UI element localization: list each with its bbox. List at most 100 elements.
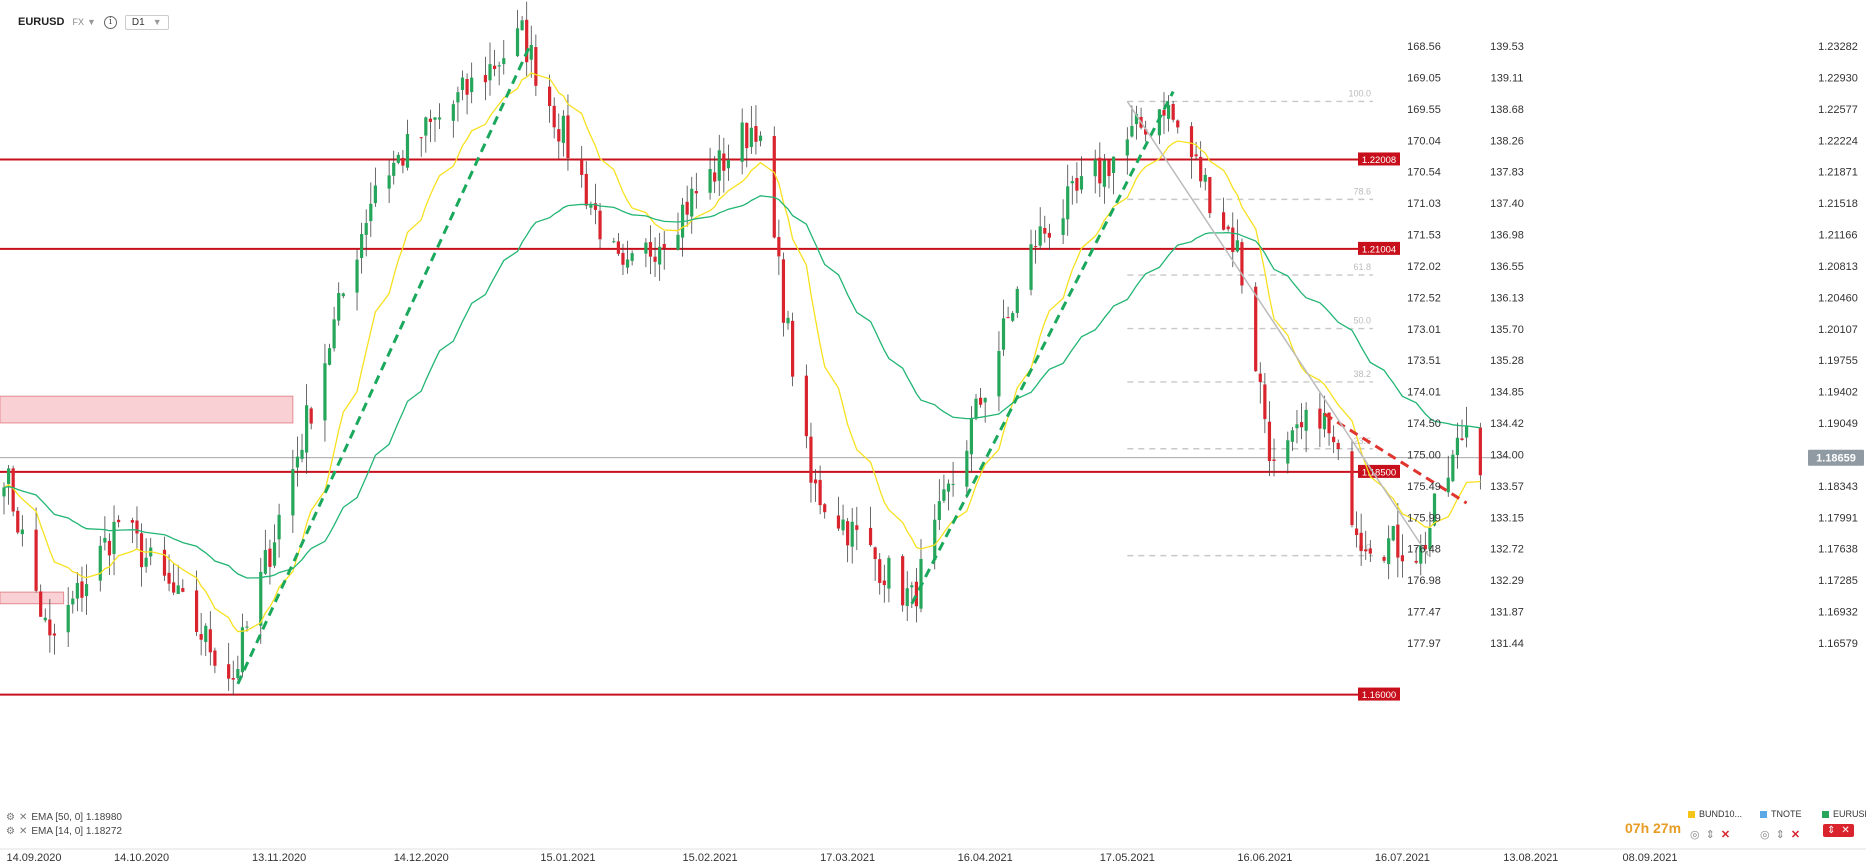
candle-up bbox=[658, 246, 662, 265]
level-tag-text: 1.21004 bbox=[1362, 244, 1396, 255]
y-tick-tnote: 134.00 bbox=[1490, 449, 1524, 461]
indicator-ema14[interactable]: ⚙ ✕ EMA [14, 0] 1.18272 bbox=[6, 826, 122, 837]
candle-down bbox=[685, 201, 689, 215]
symbol-label[interactable]: EURUSD bbox=[18, 16, 65, 28]
y-tick-bund: 175.00 bbox=[1407, 449, 1441, 461]
y-tick-tnote: 135.28 bbox=[1490, 355, 1524, 367]
candle-down bbox=[1043, 227, 1047, 234]
close-icon[interactable]: ✕ bbox=[1790, 829, 1801, 841]
y-tick-eurusd: 1.17638 bbox=[1818, 544, 1858, 556]
candle-up bbox=[910, 585, 914, 588]
y-tick-eurusd: 1.16579 bbox=[1818, 638, 1858, 650]
eye-icon[interactable]: ◎ bbox=[1760, 829, 1770, 841]
candle-down bbox=[882, 580, 886, 586]
candle-down bbox=[1423, 544, 1427, 550]
candle-up bbox=[1391, 525, 1395, 541]
candle-up bbox=[676, 234, 680, 250]
candle-up bbox=[1235, 240, 1239, 252]
y-tick-tnote: 137.40 bbox=[1490, 198, 1524, 210]
candle-up bbox=[1446, 477, 1450, 493]
candle-down bbox=[1006, 317, 1010, 319]
y-tick-tnote: 138.26 bbox=[1490, 135, 1524, 147]
eurusd-controls: ⇕ ✕ bbox=[1823, 824, 1854, 837]
trendlines bbox=[236, 41, 1468, 685]
candle-up bbox=[630, 253, 634, 261]
level-tag bbox=[1358, 464, 1400, 478]
candle-down bbox=[172, 582, 176, 593]
y-tick-bund: 172.02 bbox=[1407, 261, 1441, 273]
candle-down bbox=[754, 126, 758, 142]
candle-down bbox=[557, 129, 561, 142]
color-swatch bbox=[1688, 810, 1695, 818]
candle-down bbox=[1336, 442, 1340, 450]
candle-up bbox=[612, 241, 616, 243]
tnote-controls: ◎ ⇕ ✕ bbox=[1760, 828, 1800, 841]
candle-up bbox=[625, 259, 630, 268]
candle-up bbox=[1157, 109, 1162, 136]
close-icon[interactable]: ✕ bbox=[18, 826, 28, 837]
candle-down bbox=[1364, 549, 1368, 552]
indicator-ema50[interactable]: ⚙ ✕ EMA [50, 0] 1.18980 bbox=[6, 812, 122, 823]
candle-down bbox=[777, 237, 781, 257]
candle-down bbox=[1318, 408, 1322, 429]
settings-icon[interactable]: ⚙ bbox=[6, 812, 15, 823]
candle-down bbox=[194, 590, 199, 632]
candle-down bbox=[401, 157, 405, 166]
updown-icon[interactable]: ⇕ bbox=[1827, 825, 1836, 836]
candle-up bbox=[360, 234, 364, 259]
ema50-line bbox=[3, 195, 1481, 579]
candle-up bbox=[1079, 176, 1084, 190]
candle-up bbox=[1066, 186, 1070, 220]
candle-down bbox=[1254, 286, 1258, 372]
close-icon[interactable]: ✕ bbox=[1841, 825, 1850, 836]
y-tick-tnote: 134.85 bbox=[1490, 387, 1524, 399]
candle-up bbox=[43, 617, 47, 621]
candle-down bbox=[1396, 524, 1400, 558]
candle-up bbox=[1286, 440, 1290, 464]
settings-icon[interactable]: ⚙ bbox=[6, 826, 15, 837]
close-icon[interactable]: ✕ bbox=[1720, 829, 1731, 841]
legend-bund[interactable]: BUND10... bbox=[1688, 809, 1742, 819]
candle-down bbox=[653, 256, 657, 262]
eye-icon[interactable]: ◎ bbox=[1690, 829, 1700, 841]
candle-down bbox=[48, 619, 52, 636]
fib-level-label: 38.2 bbox=[1353, 369, 1371, 379]
candle-up bbox=[497, 65, 501, 67]
candle-up bbox=[1125, 139, 1129, 156]
updown-icon[interactable]: ⇕ bbox=[1775, 829, 1785, 841]
supply-zones bbox=[0, 395, 294, 605]
bund-controls: ◎ ⇕ ✕ bbox=[1690, 828, 1730, 841]
fib-level-label: 100.0 bbox=[1348, 88, 1371, 98]
supply-zone bbox=[0, 395, 294, 424]
candle-down bbox=[1382, 556, 1386, 561]
fib-level-label: 0.0 bbox=[1358, 543, 1371, 553]
y-tick-eurusd: 1.22577 bbox=[1818, 104, 1858, 116]
info-icon[interactable]: i bbox=[103, 15, 117, 29]
x-tick-label: 16.04.2021 bbox=[958, 852, 1013, 864]
legend-eurusd[interactable]: EURUSD bbox=[1822, 809, 1866, 819]
y-tick-eurusd: 1.23282 bbox=[1818, 41, 1858, 53]
candle-down bbox=[52, 633, 57, 636]
candle-down bbox=[483, 75, 488, 83]
candle-down bbox=[1258, 373, 1262, 383]
legend-tnote[interactable]: TNOTE bbox=[1760, 809, 1802, 819]
candle-down bbox=[584, 173, 588, 206]
candle-down bbox=[791, 320, 795, 377]
candle-up bbox=[850, 521, 854, 547]
x-tick-label: 14.10.2020 bbox=[114, 852, 169, 864]
indicator-label: EMA [14, 0] 1.18272 bbox=[31, 826, 122, 837]
market-selector[interactable]: FX ▼ bbox=[72, 17, 95, 27]
candle-down bbox=[1075, 178, 1079, 191]
timeframe-select[interactable]: D1 ▼ bbox=[124, 14, 169, 30]
chevron-down-icon: ▼ bbox=[152, 17, 162, 27]
y-tick-bund: 170.54 bbox=[1407, 167, 1441, 179]
candle-up bbox=[887, 557, 891, 589]
candle-up bbox=[176, 585, 180, 594]
candle-up bbox=[1166, 104, 1171, 119]
candle-down bbox=[1263, 384, 1267, 420]
updown-icon[interactable]: ⇕ bbox=[1705, 829, 1715, 841]
candle-down bbox=[1176, 120, 1180, 128]
close-icon[interactable]: ✕ bbox=[18, 812, 28, 823]
y-tick-eurusd: 1.22224 bbox=[1818, 135, 1858, 147]
